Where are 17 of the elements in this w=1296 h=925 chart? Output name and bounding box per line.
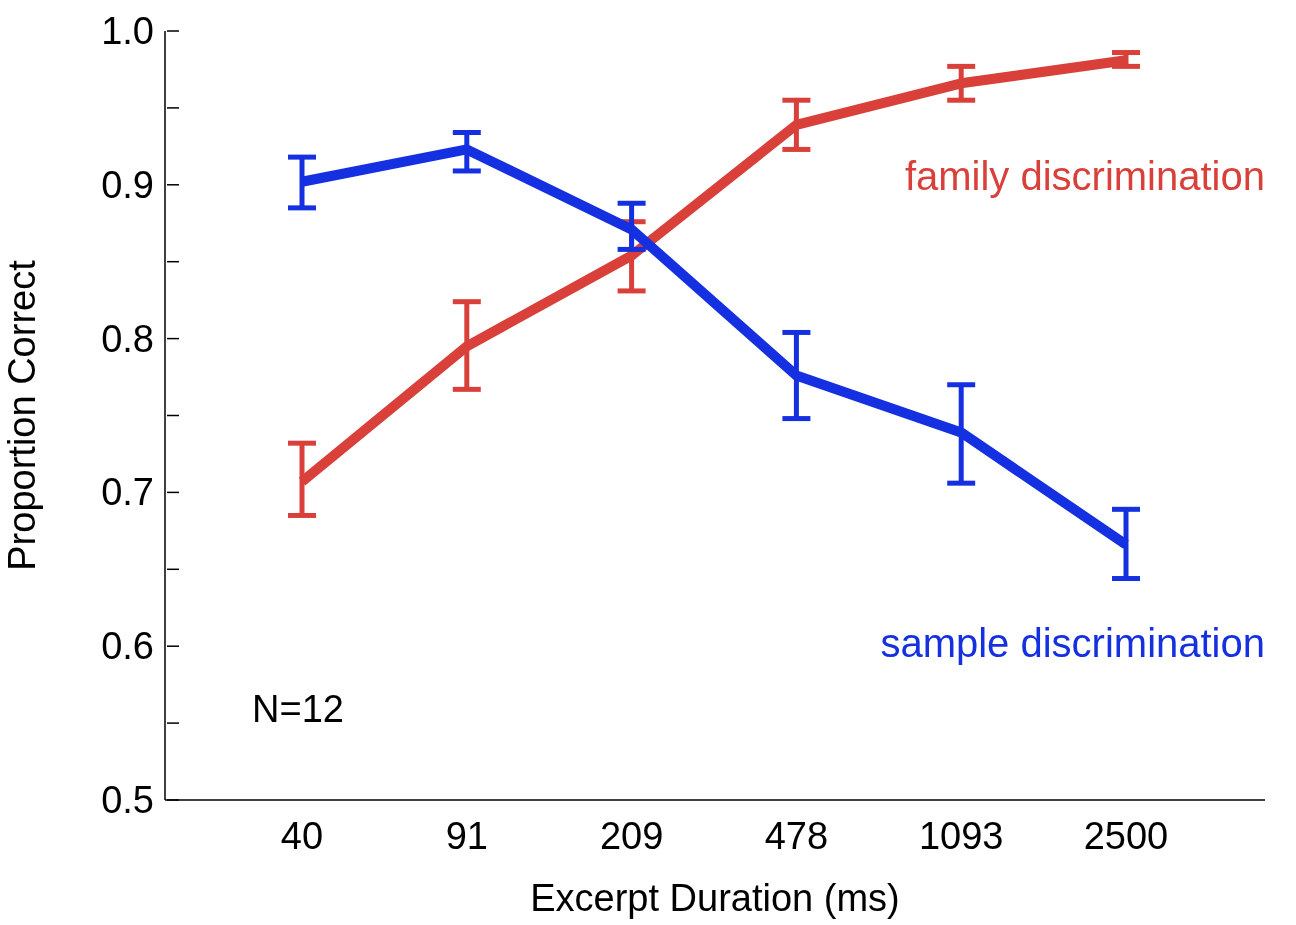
series-label: family discrimination bbox=[904, 154, 1265, 199]
y-tick-label: 1.0 bbox=[101, 10, 154, 52]
y-tick-label: 0.8 bbox=[101, 317, 154, 360]
y-tick-label: 0.5 bbox=[101, 779, 154, 821]
x-tick-label: 40 bbox=[280, 814, 324, 857]
y-axis-title: Proportion Correct bbox=[1, 259, 44, 571]
text: sample discrimination bbox=[880, 621, 1265, 666]
y-tick-label: 0.7 bbox=[101, 471, 154, 514]
x-tick-label: 1093 bbox=[918, 814, 1004, 857]
y-tick-label: 0.9 bbox=[101, 163, 154, 206]
y-tick-label: 0.6 bbox=[101, 625, 154, 668]
x-tick-label: 478 bbox=[764, 814, 829, 857]
x-tick-label: 209 bbox=[599, 814, 664, 857]
annotation: N=12 bbox=[252, 688, 344, 731]
x-axis-title: Excerpt Duration (ms) bbox=[530, 877, 900, 919]
x-tick-label: 91 bbox=[445, 814, 488, 857]
x-tick-label: 2500 bbox=[1083, 814, 1169, 857]
